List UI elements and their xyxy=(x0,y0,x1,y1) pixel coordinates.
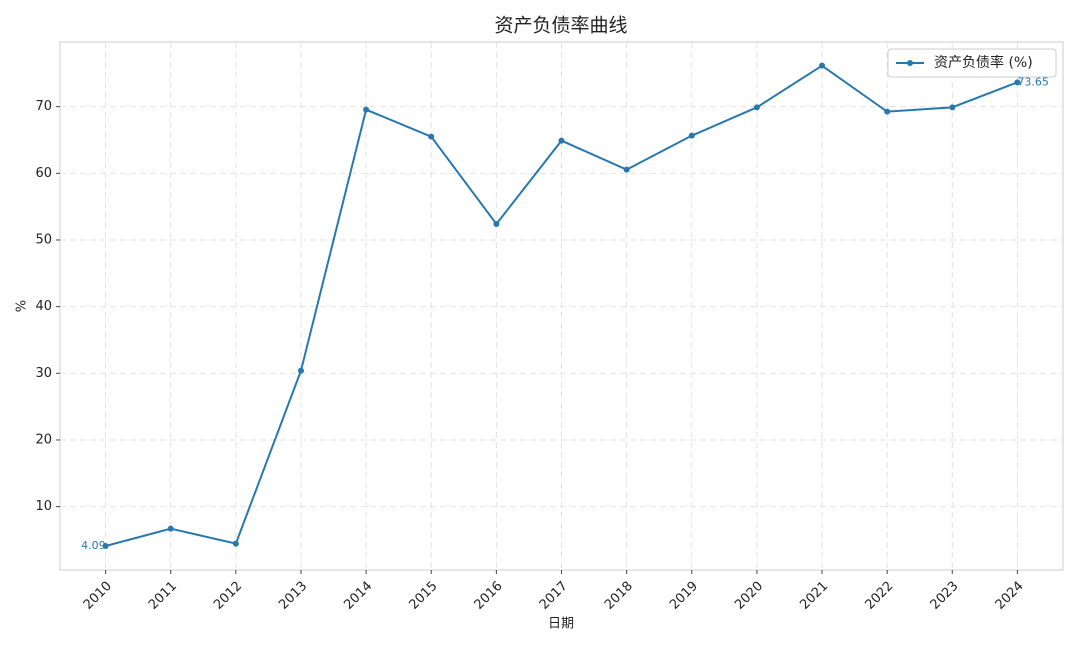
y-tick-label: 10 xyxy=(35,499,52,514)
y-tick-label: 30 xyxy=(35,366,52,381)
point xyxy=(297,367,304,374)
point xyxy=(1014,79,1021,86)
x-tick-label: 2021 xyxy=(797,579,831,613)
point xyxy=(688,132,695,139)
chart-title: 资产负债率曲线 xyxy=(494,15,627,37)
point xyxy=(753,104,760,111)
x-tick-label: 2010 xyxy=(81,579,115,613)
x-tick-label: 2020 xyxy=(732,579,766,613)
x-tick-label: 2022 xyxy=(862,579,896,613)
x-tick-label: 2017 xyxy=(537,579,571,613)
x-tick-label: 2024 xyxy=(993,579,1027,613)
x-tick-label: 2013 xyxy=(276,579,310,613)
point xyxy=(623,166,630,173)
y-tick-label: 70 xyxy=(35,99,52,114)
point xyxy=(558,137,565,144)
point xyxy=(232,540,239,547)
point xyxy=(428,133,435,140)
y-axis-label: % xyxy=(15,300,30,312)
x-tick-label: 2015 xyxy=(407,579,441,613)
value-label: 73.65 xyxy=(1017,75,1049,88)
y-tick-label: 20 xyxy=(35,432,52,447)
value-label: 4.09 xyxy=(81,539,106,552)
y-tick-label: 60 xyxy=(35,166,52,181)
point xyxy=(819,62,826,69)
y-tick-label: 50 xyxy=(35,232,52,247)
x-tick-label: 2014 xyxy=(341,579,375,613)
x-tick-label: 2016 xyxy=(472,579,506,613)
point xyxy=(363,106,370,113)
legend-box xyxy=(887,48,1057,78)
legend-label: 资产负债率 (%) xyxy=(934,54,1033,71)
legend-point xyxy=(907,60,913,66)
point xyxy=(949,104,956,111)
x-axis-label: 日期 xyxy=(548,617,574,632)
point xyxy=(493,220,500,227)
y-tick-label: 40 xyxy=(35,299,52,314)
point xyxy=(167,525,174,532)
x-tick-label: 2012 xyxy=(211,579,245,613)
x-tick-label: 2011 xyxy=(146,579,180,613)
point xyxy=(884,108,891,115)
x-tick-label: 2018 xyxy=(602,579,636,613)
x-tick-label: 2019 xyxy=(667,579,701,613)
x-tick-label: 2023 xyxy=(928,579,962,613)
point xyxy=(102,543,109,550)
